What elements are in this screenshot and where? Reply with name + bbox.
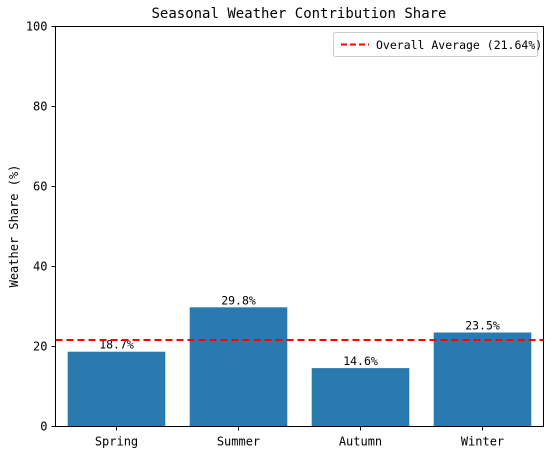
bar-spring: [67, 351, 166, 427]
y-tick-label: 100: [26, 20, 48, 34]
x-tick-label-spring: Spring: [95, 435, 138, 449]
data-label-summer: 29.8%: [221, 293, 256, 307]
x-ticks-group: Spring Summer Autumn Winter: [95, 426, 504, 449]
data-label-spring: 18.7%: [99, 338, 134, 352]
y-axis-label: Weather Share (%): [7, 165, 21, 288]
y-tick-label: 60: [33, 180, 47, 194]
y-ticks-group: 0 20 40 60 80 100: [26, 20, 56, 434]
x-tick-label-summer: Summer: [217, 435, 260, 449]
y-tick-label: 40: [33, 260, 47, 274]
bar-summer: [189, 307, 288, 427]
bars-group: [67, 307, 532, 427]
legend-box: [333, 32, 538, 57]
x-tick-label-winter: Winter: [461, 435, 504, 449]
x-tick-label-autumn: Autumn: [339, 435, 382, 449]
plot-frame: [55, 26, 544, 427]
y-tick-label: 20: [33, 340, 47, 354]
chart-title: Seasonal Weather Contribution Share: [151, 6, 446, 22]
bar-winter: [433, 332, 532, 427]
y-tick-label: 80: [33, 100, 47, 114]
legend: Overall Average (21.64%): [333, 32, 542, 57]
y-tick-label: 0: [40, 420, 47, 434]
bar-autumn: [311, 368, 410, 427]
legend-label: Overall Average (21.64%): [376, 38, 542, 52]
data-label-autumn: 14.6%: [343, 354, 378, 368]
bar-labels-group: 18.7% 29.8% 14.6% 23.5%: [99, 293, 500, 368]
data-label-winter: 23.5%: [465, 319, 500, 333]
